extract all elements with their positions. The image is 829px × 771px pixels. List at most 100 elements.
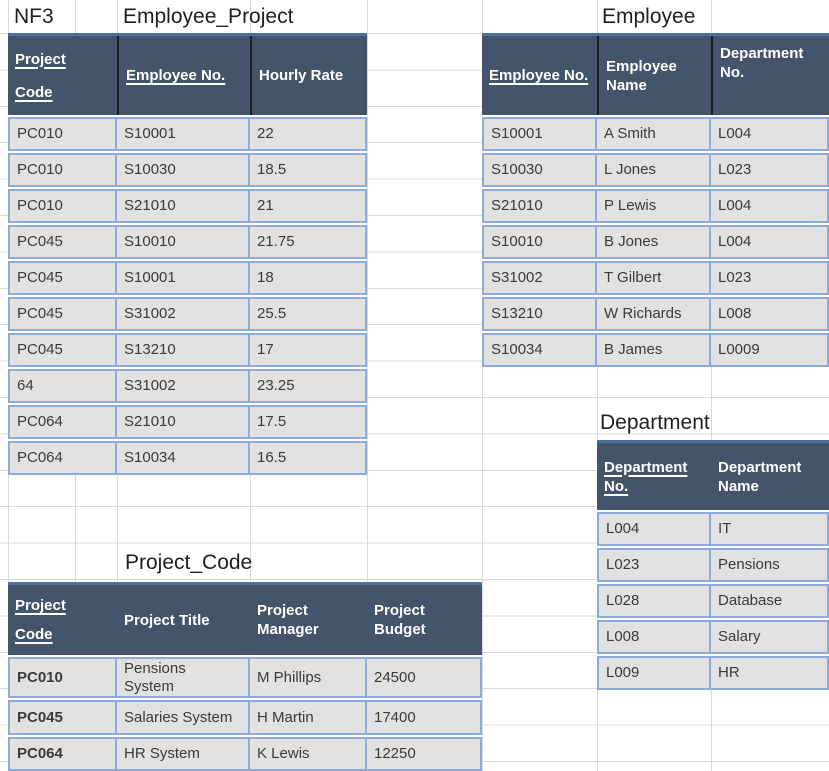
cell[interactable]: S10001 [115,261,250,295]
cell[interactable]: PC010 [8,657,117,698]
header-cell[interactable]: Project Title [117,585,250,655]
cell[interactable]: P Lewis [595,189,711,223]
cell[interactable]: Database [709,584,829,618]
cell[interactable]: S10010 [115,225,250,259]
cell[interactable]: L028 [597,584,711,618]
header-cell[interactable]: Department No. [597,443,711,510]
cell[interactable]: K Lewis [248,737,367,771]
department-body: L004 IT L023 Pensions L028 Database L008… [597,512,829,690]
cell[interactable]: S10001 [115,117,250,151]
cell[interactable]: S21010 [115,189,250,223]
header-cell[interactable]: Employee No. [117,36,250,115]
cell[interactable]: HR System [115,737,250,771]
cell[interactable]: 25.5 [248,297,367,331]
cell[interactable]: M Phillips [248,657,367,698]
cell[interactable]: S31002 [115,369,250,403]
cell[interactable]: L023 [709,261,829,295]
cell[interactable]: 16.5 [248,441,367,475]
header-cell[interactable]: Department No. [711,36,829,115]
cell[interactable]: Pensions System [115,657,250,698]
cell[interactable]: L008 [597,620,711,654]
department-title[interactable]: Department [600,411,710,434]
cell[interactable]: PC010 [8,189,117,223]
cell[interactable]: S10034 [115,441,250,475]
header-cell[interactable]: Project Code [8,585,117,655]
cell[interactable]: L004 [709,225,829,259]
cell[interactable]: L008 [709,297,829,331]
cell[interactable]: PC010 [8,117,117,151]
header-cell[interactable]: Employee No. [482,36,597,115]
cell[interactable]: 17 [248,333,367,367]
cell[interactable]: B Jones [595,225,711,259]
cell[interactable]: B James [595,333,711,367]
cell[interactable]: PC064 [8,405,117,439]
cell[interactable]: PC045 [8,225,117,259]
cell[interactable]: 17400 [365,700,482,735]
cell-text: L004 [718,197,752,214]
nf3-label[interactable]: NF3 [14,5,54,28]
cell[interactable]: Salary [709,620,829,654]
cell[interactable]: S10034 [482,333,597,367]
cell[interactable]: S10001 [482,117,597,151]
table-row: PC010 S10030 18.5 [8,153,367,187]
cell[interactable]: HR [709,656,829,690]
cell[interactable]: PC045 [8,297,117,331]
cell[interactable]: T Gilbert [595,261,711,295]
cell[interactable]: S31002 [115,297,250,331]
employee-project-title[interactable]: Employee_Project [123,5,294,28]
cell[interactable]: PC064 [8,441,117,475]
header-cell[interactable]: Employee Name [597,36,711,115]
cell[interactable]: L023 [597,548,711,582]
employee-title[interactable]: Employee [602,5,696,28]
cell[interactable]: 12250 [365,737,482,771]
cell[interactable]: L0009 [709,333,829,367]
cell[interactable]: Salaries System [115,700,250,735]
cell-text: A Smith [604,125,656,142]
cell[interactable]: S13210 [115,333,250,367]
header-cell[interactable]: Project Manager [250,585,367,655]
cell[interactable]: Pensions [709,548,829,582]
cell[interactable]: 21 [248,189,367,223]
cell[interactable]: S31002 [482,261,597,295]
cell[interactable]: W Richards [595,297,711,331]
cell[interactable]: 18.5 [248,153,367,187]
cell[interactable]: 17.5 [248,405,367,439]
cell[interactable]: L004 [709,189,829,223]
cell[interactable]: L Jones [595,153,711,187]
cell[interactable]: 64 [8,369,117,403]
cell[interactable]: S10030 [482,153,597,187]
cell-text: L004 [718,233,752,250]
cell[interactable]: PC045 [8,333,117,367]
cell[interactable]: H Martin [248,700,367,735]
cell-text: PC045 [17,269,63,286]
cell[interactable]: A Smith [595,117,711,151]
cell[interactable]: L023 [709,153,829,187]
cell[interactable]: L009 [597,656,711,690]
header-cell[interactable]: Department Name [711,443,829,510]
cell[interactable]: S21010 [482,189,597,223]
header-cell[interactable]: Project Budget [367,585,482,655]
cell[interactable]: S10030 [115,153,250,187]
cell-text: PC010 [17,197,63,214]
cell[interactable]: PC045 [8,261,117,295]
cell[interactable]: S10010 [482,225,597,259]
project-code-title[interactable]: Project_Code [125,551,253,574]
employee-table: Employee No. Employee Name Department No… [482,33,829,367]
cell[interactable]: 21.75 [248,225,367,259]
cell[interactable]: 24500 [365,657,482,698]
cell[interactable]: L004 [597,512,711,546]
cell[interactable]: 18 [248,261,367,295]
header-cell[interactable]: Project Code [8,36,117,115]
cell-text: PC064 [17,449,63,466]
cell[interactable]: L004 [709,117,829,151]
header-cell[interactable]: Hourly Rate [250,36,367,115]
cell[interactable]: 22 [248,117,367,151]
cell[interactable]: S13210 [482,297,597,331]
cell[interactable]: S21010 [115,405,250,439]
cell-text: S10001 [491,125,543,142]
cell[interactable]: 23.25 [248,369,367,403]
cell[interactable]: PC010 [8,153,117,187]
cell[interactable]: PC045 [8,700,117,735]
cell[interactable]: IT [709,512,829,546]
cell[interactable]: PC064 [8,737,117,771]
